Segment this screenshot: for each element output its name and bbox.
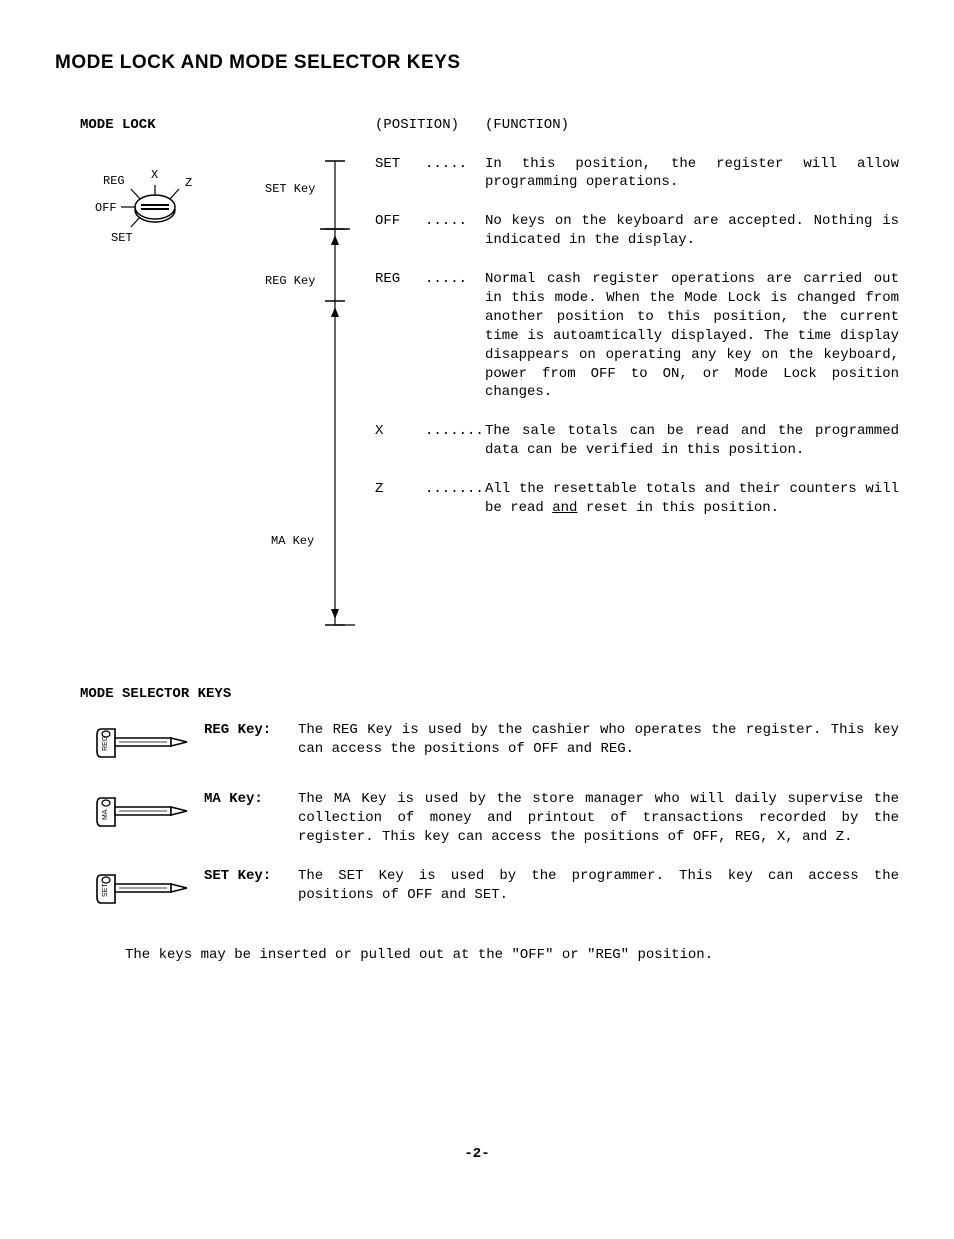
footer-note: The keys may be inserted or pulled out a… [125,946,899,965]
range-label-ma: MA Key [271,533,314,549]
position-row: REG.....Normal cash register operations … [375,270,899,402]
position-dots: ..... [425,155,485,193]
dial-label-z: Z [185,175,192,191]
selector-key-label: MA Key: [204,790,284,809]
position-code: REG [375,270,425,402]
range-label-set: SET Key [265,181,315,197]
position-code: Z [375,480,425,518]
key-icon-wrap: SET [95,867,190,916]
position-dots: ....... [425,422,485,460]
position-code: OFF [375,212,425,250]
position-row: SET.....In this position, the register w… [375,155,899,193]
position-desc: Normal cash register operations are carr… [485,270,899,402]
selector-key-row: SET SET Key: The SET Key is used by the pr… [95,867,899,916]
dial-label-set: SET [111,230,133,246]
mode-lock-heading: MODE LOCK [80,116,355,135]
position-desc: In this position, the register will allo… [485,155,899,193]
key-icon: SET [95,867,190,909]
dial-column: MODE LOCK X REG Z OFF SET [55,116,355,635]
selector-key-row: MA MA Key: The MA Key is used by the store… [95,790,899,847]
dial-label-x: X [151,167,158,183]
position-desc: No keys on the keyboard are accepted. No… [485,212,899,250]
position-dots: ..... [425,212,485,250]
position-code: X [375,422,425,460]
position-header: (POSITION) [375,116,485,135]
key-range-diagram: SET Key REG Key MA Key [265,155,355,635]
key-icon: MA [95,790,190,832]
position-desc: All the resettable totals and their coun… [485,480,899,518]
selector-key-label: REG Key: [204,721,284,740]
key-tag-text: SET [102,883,109,897]
function-header: (FUNCTION) [485,116,899,135]
key-icon-wrap: REG [95,721,190,770]
dial-label-reg: REG [103,173,125,189]
selector-key-desc: The MA Key is used by the store manager … [298,790,899,847]
mode-lock-dial: X REG Z OFF SET [85,145,225,275]
positions-column: (POSITION) (FUNCTION) SET.....In this po… [375,116,899,538]
position-row: X.......The sale totals can be read and … [375,422,899,460]
selector-key-desc: The REG Key is used by the cashier who o… [298,721,899,759]
selector-key-desc: The SET Key is used by the programmer. T… [298,867,899,905]
page-number: -2- [55,1145,899,1164]
page-title: MODE LOCK AND MODE SELECTOR KEYS [55,50,899,76]
range-lines-icon [265,155,355,635]
selector-key-row: REG REG Key: The REG Key is used by the ca… [95,721,899,770]
key-icon-wrap: MA [95,790,190,839]
selector-key-label: SET Key: [204,867,284,886]
position-code: SET [375,155,425,193]
position-dots: ....... [425,480,485,518]
position-row: OFF.....No keys on the keyboard are acce… [375,212,899,250]
range-label-reg: REG Key [265,273,315,289]
key-tag-text: REG [102,736,109,751]
key-tag-text: MA [102,809,109,820]
selector-keys-heading: MODE SELECTOR KEYS [80,685,899,704]
position-desc: The sale totals can be read and the prog… [485,422,899,460]
position-dots: ..... [425,270,485,402]
mode-lock-section: MODE LOCK X REG Z OFF SET [55,116,899,635]
key-icon: REG [95,721,190,763]
position-row: Z.......All the resettable totals and th… [375,480,899,518]
dial-label-off: OFF [95,200,117,216]
